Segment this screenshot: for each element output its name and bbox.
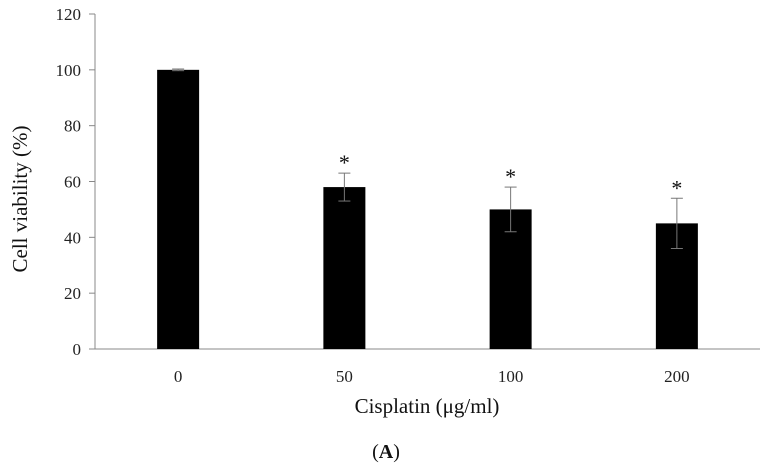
significance-star: * xyxy=(505,164,516,189)
y-tick-label: 20 xyxy=(64,284,81,303)
bar xyxy=(489,209,532,349)
x-tick-label: 0 xyxy=(174,367,183,386)
x-tick-label: 50 xyxy=(336,367,353,386)
error-bar xyxy=(172,68,185,72)
error-bar xyxy=(338,172,351,202)
error-bar xyxy=(670,197,683,249)
x-axis: 0 50 100 200 xyxy=(95,348,760,386)
panel-label: (A) xyxy=(372,441,400,463)
x-tick-labels: 0 50 100 200 xyxy=(174,367,690,386)
y-tick-label: 40 xyxy=(64,228,81,247)
error-bars xyxy=(172,68,683,249)
y-axis: 0 20 40 60 80 100 120 xyxy=(56,5,96,359)
significance-star: * xyxy=(671,175,682,200)
x-tick-label: 100 xyxy=(498,367,524,386)
y-tick-label: 60 xyxy=(64,173,81,192)
y-tick-label: 100 xyxy=(56,61,82,80)
bars xyxy=(157,69,698,349)
significance-markers: * * * xyxy=(339,150,683,200)
error-bar xyxy=(504,186,517,233)
y-tick-label: 80 xyxy=(64,117,81,136)
x-axis-title: Cisplatin (μg/ml) xyxy=(355,394,500,418)
y-tick-label: 0 xyxy=(73,340,82,359)
y-ticks: 0 20 40 60 80 100 120 xyxy=(56,5,95,359)
x-tick-label: 200 xyxy=(664,367,690,386)
y-axis-title: Cell viability (%) xyxy=(8,126,32,273)
bar xyxy=(323,187,366,349)
bar xyxy=(157,69,200,349)
significance-star: * xyxy=(339,150,350,175)
y-tick-label: 120 xyxy=(56,5,82,24)
